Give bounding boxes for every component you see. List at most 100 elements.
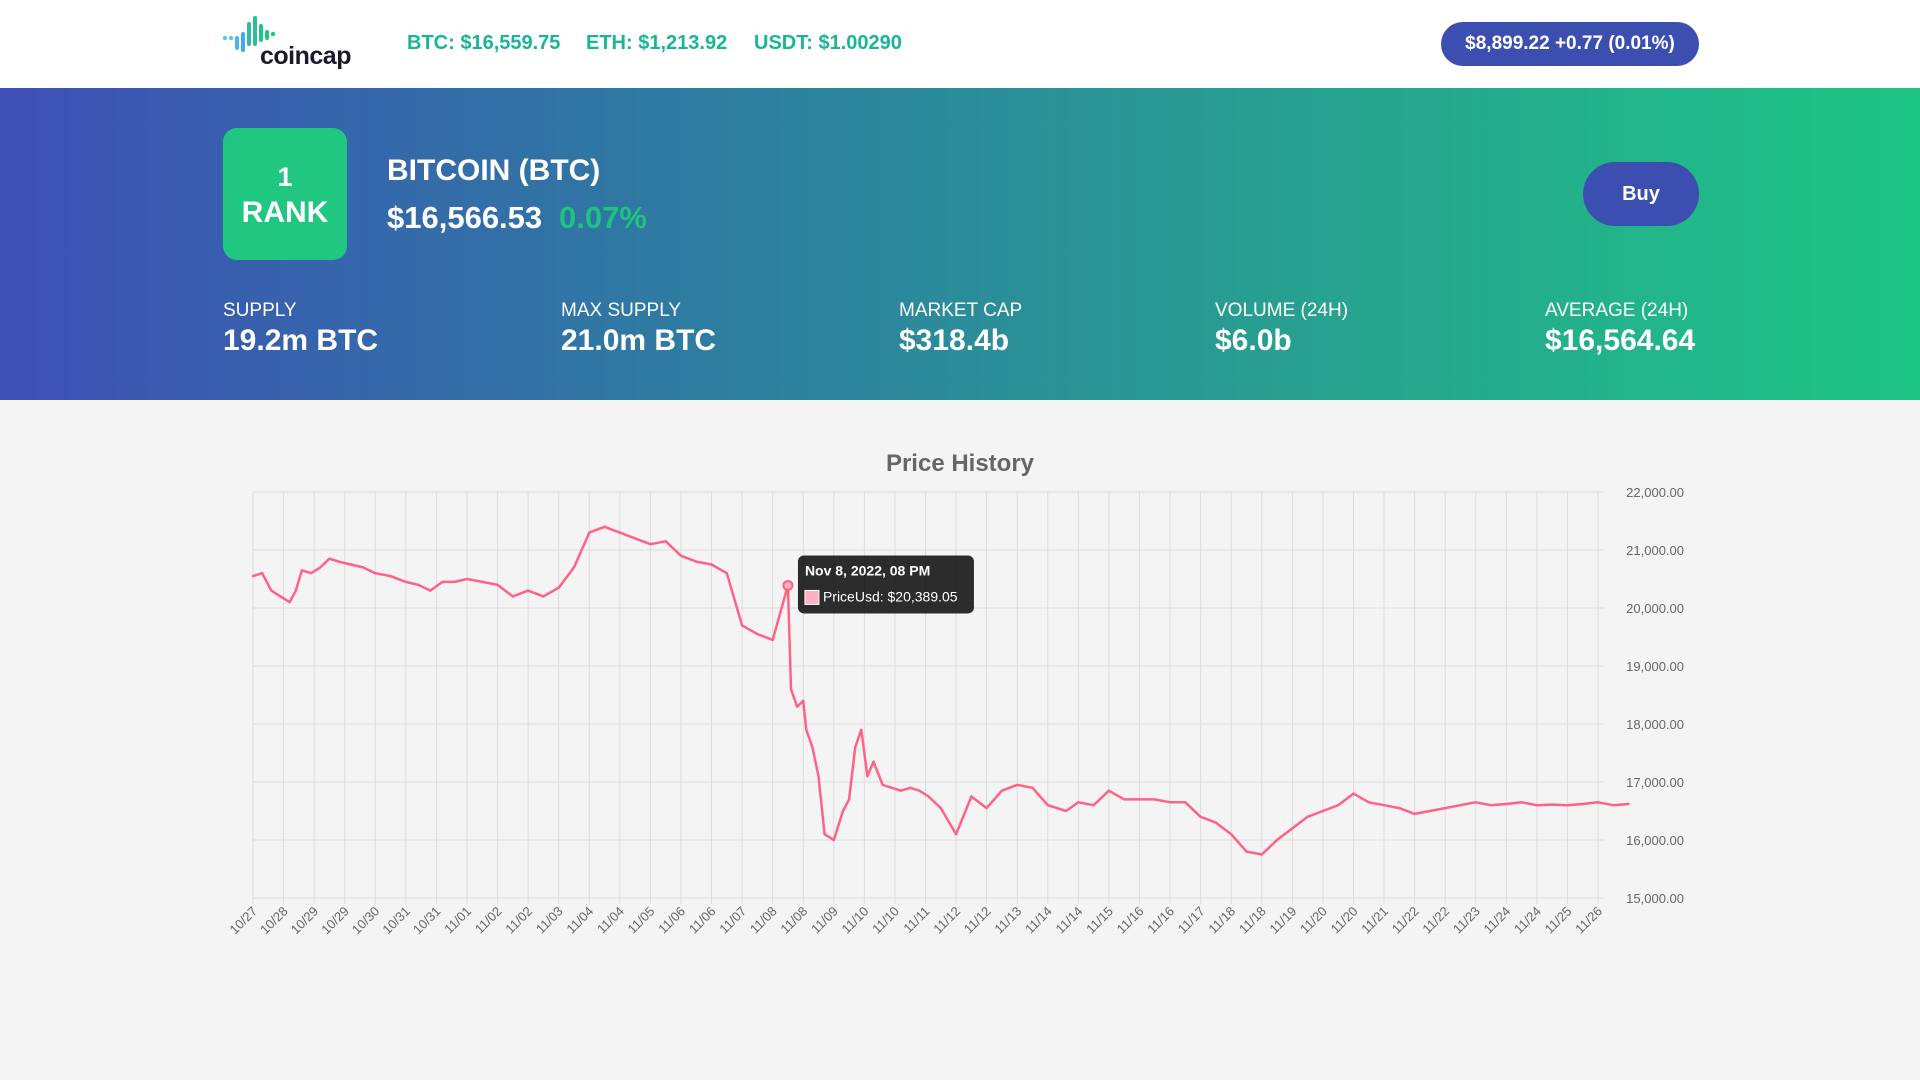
- price-point: [771, 638, 774, 642]
- y-tick-label: 22,000.00: [1626, 485, 1684, 500]
- tooltip-title: Nov 8, 2022, 08 PM: [805, 562, 930, 578]
- price-point: [1122, 798, 1126, 801]
- price-point: [588, 531, 591, 534]
- x-tick-label: 10/29: [288, 904, 322, 938]
- coincap-logo[interactable]: coincap: [222, 16, 354, 72]
- rank-label: RANK: [241, 196, 329, 229]
- x-tick-label: 11/24: [1480, 904, 1513, 937]
- y-tick-label: 18,000.00: [1626, 717, 1684, 732]
- x-tick-label: 11/22: [1389, 904, 1422, 937]
- market-index-pill[interactable]: $8,899.22 +0.77 (0.01%): [1441, 22, 1699, 66]
- price-point: [1382, 804, 1386, 807]
- price-point: [860, 728, 863, 731]
- price-point: [496, 583, 499, 586]
- price-point: [872, 760, 875, 763]
- stat-value: $6.0b: [1215, 324, 1292, 357]
- price-point: [890, 786, 894, 789]
- price-point: [441, 580, 444, 584]
- price-point: [725, 572, 729, 575]
- price-point: [1031, 786, 1034, 789]
- price-point: [695, 560, 698, 563]
- ticker-btc[interactable]: BTC: $16,559.75: [407, 32, 561, 54]
- price-point: [270, 589, 273, 592]
- price-point: [1612, 804, 1615, 807]
- price-point: [1413, 812, 1416, 816]
- price-point: [349, 563, 353, 566]
- price-point: [279, 595, 282, 598]
- price-point: [309, 572, 313, 575]
- price-point: [337, 560, 340, 563]
- price-point: [1064, 809, 1068, 813]
- stat-value: $16,564.64: [1545, 324, 1696, 357]
- y-tick-label: 16,000.00: [1626, 833, 1684, 848]
- price-point: [1000, 789, 1004, 792]
- price-point: [1046, 804, 1049, 807]
- tooltip-swatch: [804, 589, 820, 605]
- buy-button[interactable]: Buy: [1583, 162, 1699, 226]
- x-tick-label: 11/06: [686, 904, 719, 937]
- x-tick-label: 11/17: [1175, 904, 1208, 937]
- x-tick-label: 11/09: [808, 904, 841, 937]
- stat-label: MARKET CAP: [899, 300, 1023, 321]
- price-point: [328, 557, 331, 560]
- x-tick-label: 11/10: [839, 904, 872, 937]
- price-point: [832, 838, 835, 842]
- price-point: [1199, 815, 1202, 818]
- price-point: [847, 798, 851, 801]
- asset-name: BITCOIN (BTC): [387, 154, 601, 187]
- x-tick-label: 11/23: [1450, 904, 1483, 937]
- x-tick-label: 11/03: [533, 904, 566, 937]
- price-point: [300, 569, 304, 572]
- price-point: [1520, 801, 1523, 804]
- price-point: [1107, 789, 1111, 792]
- stat-average-24h: AVERAGE (24H) $16,564.64: [1545, 300, 1695, 358]
- asset-price: $16,566.53: [387, 200, 543, 235]
- x-tick-label: 11/16: [1144, 904, 1177, 937]
- price-point: [603, 525, 606, 528]
- stat-value: 21.0m BTC: [561, 324, 717, 357]
- y-tick-label: 21,000.00: [1626, 543, 1684, 558]
- price-point: [866, 775, 869, 778]
- x-tick-label: 11/02: [472, 904, 505, 937]
- ticker-usdt[interactable]: USDT: $1.00290: [754, 32, 902, 54]
- x-tick-label: 11/19: [1267, 904, 1300, 937]
- x-tick-label: 11/14: [1022, 904, 1055, 937]
- price-point: [453, 580, 456, 584]
- tooltip-box: [797, 555, 974, 614]
- price-point: [1428, 809, 1432, 813]
- x-tick-label: 11/05: [625, 904, 658, 937]
- price-point: [664, 540, 667, 543]
- price-point: [429, 589, 432, 592]
- x-tick-label: 11/21: [1358, 904, 1391, 937]
- x-tick-label: 11/10: [869, 904, 902, 937]
- stat-label: MAX SUPPLY: [561, 300, 682, 321]
- tooltip-label: PriceUsd: $20,389.05: [823, 588, 958, 604]
- stat-label: SUPPLY: [223, 300, 297, 321]
- chart-title: Price History: [885, 450, 1035, 477]
- price-point: [1260, 853, 1263, 856]
- rank-badge: 1 RANK: [223, 128, 347, 260]
- price-point: [294, 589, 297, 592]
- x-tick-label: 11/12: [930, 904, 963, 937]
- y-tick-label: 20,000.00: [1626, 601, 1684, 616]
- logo-bars-icon: [222, 16, 276, 52]
- price-point: [918, 789, 921, 792]
- hover-point: [782, 579, 794, 591]
- ticker-eth[interactable]: ETH: $1,213.92: [586, 32, 728, 54]
- price-point: [853, 746, 857, 749]
- price-point: [954, 833, 958, 836]
- x-tick-label: 11/18: [1205, 904, 1238, 937]
- price-point: [319, 566, 322, 569]
- x-tick-label: 11/08: [747, 904, 780, 937]
- price-point: [1214, 821, 1218, 824]
- price-point: [1474, 801, 1477, 804]
- price-point: [927, 795, 930, 798]
- x-tick-label: 10/31: [410, 904, 444, 938]
- price-history-chart[interactable]: 10/2710/2810/2910/2910/3010/3110/3111/01…: [0, 480, 1920, 960]
- price-point: [1443, 806, 1447, 810]
- price-point: [374, 572, 377, 575]
- stat-volume-24h: VOLUME (24H) $6.0b: [1215, 300, 1348, 358]
- price-point: [1627, 802, 1630, 806]
- asset-hero-banner: 1 RANK BITCOIN (BTC) $16,566.53 0.07% Bu…: [0, 88, 1920, 400]
- x-tick-label: 11/18: [1236, 904, 1269, 937]
